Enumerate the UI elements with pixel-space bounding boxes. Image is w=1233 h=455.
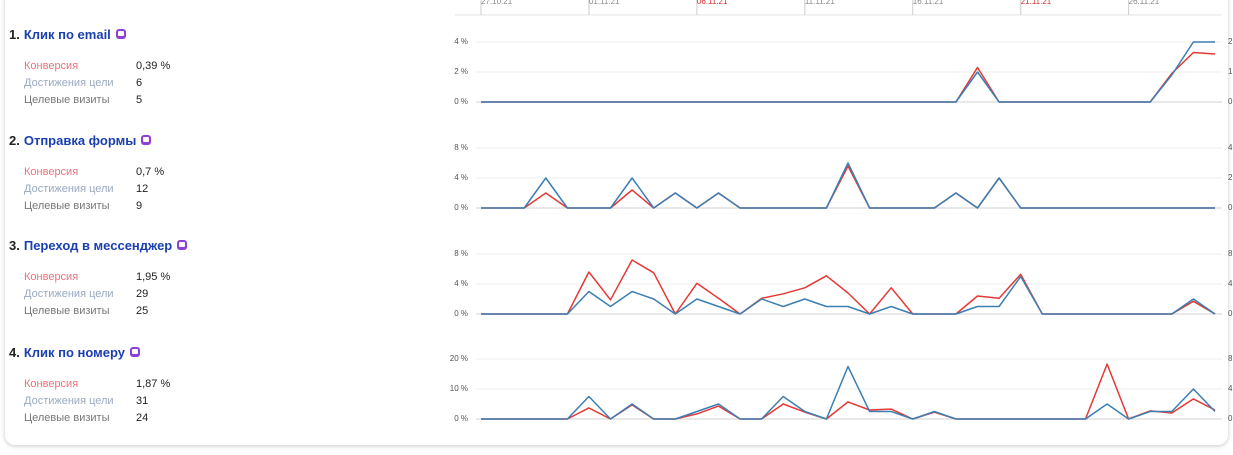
y2-tick-label: 8: [1228, 249, 1233, 258]
metric-label: Целевые визиты: [24, 305, 110, 317]
y2-tick-label: 0: [1228, 203, 1233, 212]
metric-value: 9: [136, 200, 143, 212]
goal-link[interactable]: Клик по email: [23, 26, 111, 42]
y-tick-label: 2 %: [454, 67, 468, 76]
metric-value: 6: [136, 77, 143, 89]
y2-tick-label: 0: [1228, 309, 1233, 318]
x-tick-label: 16.11.21: [913, 0, 944, 6]
metric-row: Целевые визиты 24: [24, 410, 324, 427]
y2-tick-label: 4: [1228, 384, 1233, 393]
metric-label: Целевые визиты: [24, 94, 110, 106]
metric-label: Целевые визиты: [24, 200, 110, 212]
x-tick-label: 06.11.21: [697, 0, 728, 6]
goal-icon: [130, 347, 141, 357]
goal: 4. Клик по номеру Конверсия 1,87 % Достижени…: [9, 343, 439, 425]
metric-label: Конверсия: [24, 60, 79, 72]
y2-tick-label: 8: [1228, 354, 1233, 363]
metric-row: Конверсия 1,95 %: [24, 269, 324, 286]
x-tick-label: 11.11.21: [805, 0, 836, 6]
goal-icon: [115, 29, 126, 39]
series-line: [481, 365, 1216, 420]
goal-icon: [141, 135, 152, 145]
metric-row: Целевые визиты 25: [24, 303, 324, 320]
goal-title: 4. Клик по номеру: [9, 343, 439, 361]
y-tick-label: 0 %: [454, 309, 468, 318]
metric-row: Достижения цели 12: [24, 181, 324, 198]
goal-icon: [177, 240, 188, 250]
card: [5, 0, 1228, 445]
metric-label: Целевые визиты: [24, 412, 110, 424]
y-tick-label: 4 %: [454, 37, 468, 46]
y-tick-label: 20 %: [450, 354, 468, 363]
metric-label: Конверсия: [24, 166, 79, 178]
y2-tick-label: 1: [1228, 67, 1233, 76]
metric-row: Конверсия 0,39 %: [24, 58, 324, 75]
series-line: [481, 41, 1215, 103]
metric-value: 29: [136, 288, 149, 300]
y2-tick-label: 2: [1228, 173, 1233, 182]
y2-tick-label: 2: [1228, 37, 1233, 46]
y2-tick-label: 4: [1228, 279, 1233, 288]
goal-link[interactable]: Клик по номеру: [23, 344, 126, 360]
goal-number: 4.: [9, 344, 20, 360]
series-line: [481, 162, 1215, 209]
metric-label: Достижения цели: [24, 183, 114, 195]
goal: 1. Клик по email Конверсия 0,39 % Достижения…: [9, 25, 439, 107]
x-tick-label: 21.11.21: [1021, 0, 1052, 6]
metric-label: Конверсия: [24, 378, 79, 390]
y-tick-label: 10 %: [450, 384, 468, 393]
metric-label: Достижения цели: [24, 77, 114, 89]
goal-number: 2.: [9, 132, 20, 148]
metric-label: Достижения цели: [24, 395, 114, 407]
metric-label: Конверсия: [24, 271, 79, 283]
metric-value: 0,39 %: [136, 60, 171, 72]
metric-row: Достижения цели 6: [24, 75, 324, 92]
x-tick-label: 27.10.21: [481, 0, 513, 6]
y-tick-label: 0 %: [454, 414, 468, 423]
y2-tick-label: 4: [1228, 143, 1233, 152]
y-tick-label: 8 %: [454, 249, 468, 258]
series-line: [481, 275, 1216, 315]
metric-value: 31: [136, 395, 149, 407]
y-tick-label: 0 %: [454, 203, 468, 212]
metric-value: 24: [136, 412, 149, 424]
goal-number: 3.: [9, 237, 20, 253]
series-line: [481, 165, 1215, 209]
y2-tick-label: 0: [1228, 97, 1233, 106]
goal-number: 1.: [9, 26, 20, 42]
x-tick-label: 01.11.21: [589, 0, 620, 6]
x-tick-label: 26.11.21: [1129, 0, 1160, 6]
goal-title: 1. Клик по email: [9, 25, 439, 43]
y-tick-label: 0 %: [454, 97, 468, 106]
series-line: [481, 51, 1216, 103]
metric-row: Целевые визиты 9: [24, 198, 324, 215]
metric-value: 5: [136, 94, 143, 106]
metric-row: Достижения цели 29: [24, 286, 324, 303]
goal: 2. Отправка формы Конверсия 0,7 % Достижения…: [9, 131, 439, 213]
metric-value: 1,95 %: [136, 271, 171, 283]
y-tick-label: 4 %: [454, 279, 468, 288]
y-tick-label: 8 %: [454, 143, 468, 152]
metric-row: Конверсия 1,87 %: [24, 376, 324, 393]
goal-title: 2. Отправка формы: [9, 131, 439, 149]
metric-value: 1,87 %: [136, 378, 171, 390]
metric-value: 0,7 %: [136, 166, 165, 178]
goal: 3. Переход в мессенджер Конверсия 1,95 % Дос…: [9, 236, 439, 317]
goal-link[interactable]: Переход в мессенджер: [23, 237, 173, 253]
metric-row: Целевые визиты 5: [24, 92, 324, 109]
goal-link[interactable]: Отправка формы: [23, 132, 137, 148]
series-line: [481, 363, 1216, 420]
metric-value: 12: [136, 183, 149, 195]
metric-label: Достижения цели: [24, 288, 114, 300]
metric-row: Конверсия 0,7 %: [24, 164, 324, 181]
goal-title: 3. Переход в мессенджер: [9, 236, 439, 254]
metric-value: 25: [136, 305, 149, 317]
metric-row: Достижения цели 31: [24, 393, 324, 410]
y2-tick-label: 0: [1228, 414, 1233, 423]
y-tick-label: 4 %: [454, 173, 468, 182]
